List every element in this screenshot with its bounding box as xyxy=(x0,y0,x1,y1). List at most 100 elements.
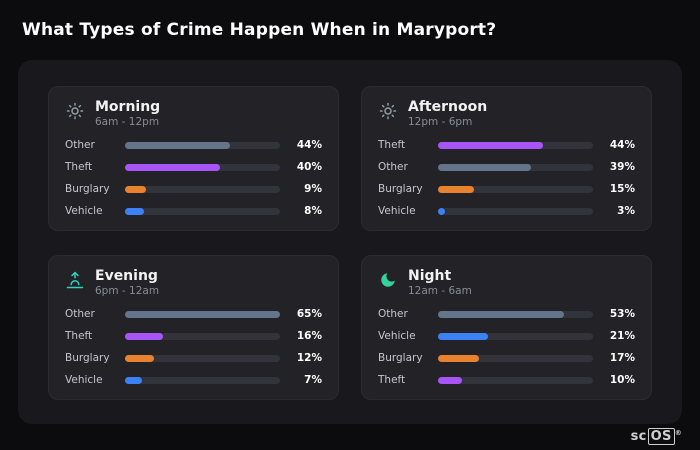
card-evening: Evening 6pm - 12am Other 65% Theft 16% B… xyxy=(48,255,339,400)
card-morning: Morning 6am - 12pm Other 44% Theft 40% B… xyxy=(48,86,339,231)
bar-label: Other xyxy=(378,308,408,320)
card-subtitle: 6pm - 12am xyxy=(95,285,160,297)
bar-row: Theft 16% xyxy=(65,325,322,347)
bar-label: Vehicle xyxy=(65,205,103,217)
bar-track xyxy=(438,310,593,318)
bar-value: 15% xyxy=(609,183,635,195)
bar-label: Theft xyxy=(65,161,93,173)
bar-track xyxy=(438,376,593,384)
card-night-header: Night 12am - 6am xyxy=(378,268,635,297)
bar-fill xyxy=(125,163,221,171)
bar-fill xyxy=(438,207,446,215)
bar-value: 65% xyxy=(296,308,322,320)
bar-label: Burglary xyxy=(378,183,423,195)
bar-track xyxy=(438,141,593,149)
bar-label: Burglary xyxy=(378,352,423,364)
bar-label: Theft xyxy=(65,330,93,342)
card-night: Night 12am - 6am Other 53% Vehicle 21% B… xyxy=(361,255,652,400)
bar-label: Burglary xyxy=(65,352,110,364)
bar-list: Other 65% Theft 16% Burglary 12% Vehicle… xyxy=(65,303,322,391)
bar-track xyxy=(438,185,593,193)
bar-fill xyxy=(438,310,565,318)
bar-value: 8% xyxy=(304,205,322,217)
bar-row: Other 65% xyxy=(65,303,322,325)
bar-value: 7% xyxy=(304,374,322,386)
bar-row: Vehicle 8% xyxy=(65,200,322,222)
bar-row: Other 44% xyxy=(65,134,322,156)
bar-value: 10% xyxy=(609,374,635,386)
card-evening-header: Evening 6pm - 12am xyxy=(65,268,322,297)
card-afternoon: Afternoon 12pm - 6pm Theft 44% Other 39%… xyxy=(361,86,652,231)
bar-fill xyxy=(125,185,147,193)
card-title: Evening xyxy=(95,268,158,284)
bar-track xyxy=(125,332,280,340)
bar-label: Burglary xyxy=(65,183,110,195)
bar-row: Other 53% xyxy=(378,303,635,325)
bar-label: Vehicle xyxy=(65,374,103,386)
crime-times-panel: Morning 6am - 12pm Other 44% Theft 40% B… xyxy=(18,60,682,424)
bar-fill xyxy=(125,310,280,318)
page-title: What Types of Crime Happen When in Maryp… xyxy=(22,20,497,40)
bar-label: Theft xyxy=(378,139,406,151)
bar-row: Burglary 17% xyxy=(378,347,635,369)
bar-list: Other 53% Vehicle 21% Burglary 17% Theft… xyxy=(378,303,635,391)
bar-label: Other xyxy=(65,308,95,320)
bar-track xyxy=(438,207,593,215)
moon-icon xyxy=(378,270,398,290)
bar-fill xyxy=(438,354,479,362)
bar-row: Theft 40% xyxy=(65,156,322,178)
bar-label: Vehicle xyxy=(378,205,416,217)
bar-label: Vehicle xyxy=(378,330,416,342)
bar-label: Other xyxy=(378,161,408,173)
card-title: Night xyxy=(408,268,452,284)
bar-value: 17% xyxy=(609,352,635,364)
sun-icon xyxy=(65,101,85,121)
card-afternoon-header: Afternoon 12pm - 6pm xyxy=(378,99,635,128)
card-morning-header: Morning 6am - 12pm xyxy=(65,99,322,128)
bar-row: Other 39% xyxy=(378,156,635,178)
bar-track xyxy=(125,354,280,362)
bar-value: 9% xyxy=(304,183,322,195)
bar-fill xyxy=(438,185,474,193)
bar-label: Theft xyxy=(378,374,406,386)
bar-value: 16% xyxy=(296,330,322,342)
bar-list: Other 44% Theft 40% Burglary 9% Vehicle … xyxy=(65,134,322,222)
bar-row: Vehicle 3% xyxy=(378,200,635,222)
bar-fill xyxy=(125,332,164,340)
bar-fill xyxy=(438,332,489,340)
card-title: Afternoon xyxy=(408,99,488,115)
bar-track xyxy=(125,141,280,149)
bar-value: 3% xyxy=(617,205,635,217)
bar-value: 53% xyxy=(609,308,635,320)
bar-fill xyxy=(438,376,462,384)
bar-fill xyxy=(125,354,154,362)
bar-fill xyxy=(438,141,543,149)
bar-track xyxy=(438,163,593,171)
bar-value: 39% xyxy=(609,161,635,173)
bar-row: Theft 44% xyxy=(378,134,635,156)
bar-row: Burglary 12% xyxy=(65,347,322,369)
bar-track xyxy=(125,207,280,215)
sunset-icon xyxy=(65,270,85,290)
bar-fill xyxy=(438,163,531,171)
bar-track xyxy=(438,332,593,340)
card-title: Morning xyxy=(95,99,161,115)
bar-track xyxy=(438,354,593,362)
card-subtitle: 6am - 12pm xyxy=(95,116,160,128)
card-subtitle: 12am - 6am xyxy=(408,285,472,297)
bar-row: Burglary 15% xyxy=(378,178,635,200)
sun-icon xyxy=(378,101,398,121)
bar-track xyxy=(125,163,280,171)
bar-row: Vehicle 7% xyxy=(65,369,322,391)
bar-track xyxy=(125,376,280,384)
bar-value: 21% xyxy=(609,330,635,342)
bar-fill xyxy=(125,141,230,149)
bar-fill xyxy=(125,376,142,384)
bar-list: Theft 44% Other 39% Burglary 15% Vehicle… xyxy=(378,134,635,222)
bar-track xyxy=(125,185,280,193)
card-subtitle: 12pm - 6pm xyxy=(408,116,473,128)
registered-mark: ® xyxy=(674,429,682,437)
bar-row: Theft 10% xyxy=(378,369,635,391)
bar-row: Vehicle 21% xyxy=(378,325,635,347)
scos-logo: sc OS ® xyxy=(630,428,682,445)
